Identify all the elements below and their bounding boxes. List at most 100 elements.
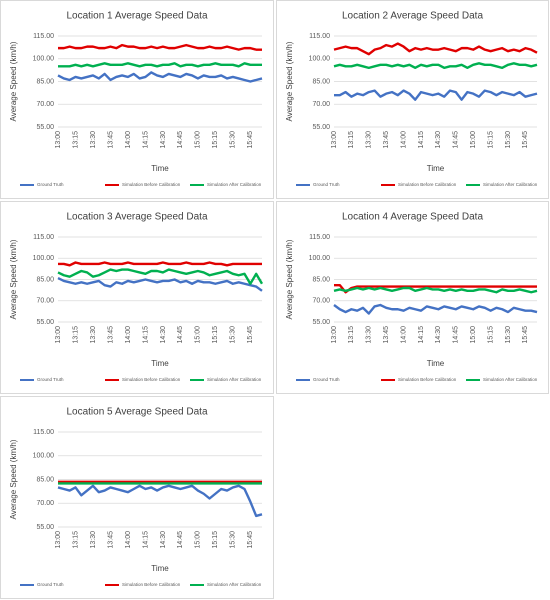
y-tick-label: 115.00: [309, 234, 330, 241]
x-tick-label: 14:45: [453, 326, 460, 344]
y-tick-label: 85.00: [36, 276, 54, 283]
x-axis-title: Time: [151, 359, 169, 368]
x-tick-label: 15:15: [487, 131, 494, 149]
x-tick-label: 14:30: [160, 131, 167, 149]
chart-title: Location 5 Average Speed Data: [66, 407, 207, 418]
x-tick-label: 14:30: [160, 326, 167, 344]
x-axis-title: Time: [151, 564, 169, 573]
x-tick-label: 15:30: [230, 326, 237, 344]
y-tick-label: 55.00: [312, 124, 330, 131]
y-tick-label: 70.00: [36, 298, 54, 305]
y-axis-title: Average Speed (km/h): [9, 239, 18, 319]
series-line: [334, 89, 538, 101]
x-tick-label: 15:45: [247, 326, 254, 344]
x-tick-label: 14:15: [418, 326, 425, 344]
legend-label: Simulation Before Calibration: [122, 182, 181, 187]
x-tick-label: 13:30: [90, 326, 97, 344]
x-tick-label: 13:45: [107, 531, 114, 549]
x-axis-title: Time: [427, 164, 445, 173]
chart-panel: Location 4 Average Speed Data 55.00 70.00 8…: [276, 201, 549, 394]
x-tick-label: 14:15: [142, 131, 149, 149]
panel-border: [0, 396, 274, 599]
x-tick-label: 15:00: [470, 131, 477, 149]
series-line: [333, 42, 538, 56]
series-line: [333, 62, 538, 70]
legend-label: Ground Truth: [313, 377, 340, 382]
series-line: [57, 484, 263, 518]
y-tick-label: 115.00: [33, 33, 54, 40]
x-tick-label: 15:30: [230, 531, 237, 549]
series-line: [334, 283, 537, 294]
x-tick-label: 13:30: [366, 131, 373, 149]
x-axis-title: Time: [427, 359, 445, 368]
x-tick-label: 13:00: [55, 131, 62, 149]
panel-border: [276, 0, 549, 199]
legend-label: Ground Truth: [37, 182, 64, 187]
x-tick-label: 13:15: [72, 131, 79, 149]
x-tick-label: 14:00: [125, 531, 132, 549]
x-tick-label: 13:00: [331, 131, 338, 149]
panel-border: [276, 201, 549, 394]
x-tick-label: 15:00: [195, 326, 202, 344]
series-line: [57, 277, 263, 292]
x-tick-label: 14:00: [125, 131, 132, 149]
y-tick-label: 115.00: [33, 234, 54, 241]
chart-panel: Location 3 Average Speed Data 55.00 70.00 8…: [0, 201, 274, 394]
x-tick-label: 13:15: [348, 131, 355, 149]
legend-label: Simulation After Calibration: [483, 377, 538, 382]
y-tick-label: 100.00: [33, 56, 55, 63]
y-axis-title: Average Speed (km/h): [285, 41, 294, 121]
chart-title: Location 2 Average Speed Data: [342, 11, 483, 22]
y-tick-label: 100.00: [33, 255, 55, 262]
y-tick-label: 55.00: [36, 524, 54, 531]
y-tick-label: 85.00: [312, 78, 330, 85]
x-tick-label: 15:45: [247, 131, 254, 149]
legend-label: Ground Truth: [37, 377, 64, 382]
x-tick-label: 14:30: [435, 131, 442, 149]
legend-label: Simulation After Calibration: [207, 582, 262, 587]
chart-title: Location 3 Average Speed Data: [66, 212, 207, 223]
y-tick-label: 55.00: [36, 124, 54, 131]
x-tick-label: 13:00: [55, 326, 62, 344]
y-tick-label: 70.00: [36, 101, 54, 108]
y-tick-label: 70.00: [312, 101, 330, 108]
x-tick-label: 14:00: [400, 131, 407, 149]
x-tick-label: 15:30: [505, 326, 512, 344]
x-tick-label: 14:00: [400, 326, 407, 344]
x-tick-label: 15:15: [212, 531, 219, 549]
x-tick-label: 15:45: [522, 131, 529, 149]
legend-label: Simulation Before Calibration: [398, 377, 457, 382]
x-tick-label: 13:45: [107, 326, 114, 344]
chart-title: Location 4 Average Speed Data: [342, 212, 483, 223]
series-line: [58, 43, 262, 51]
x-tick-label: 15:00: [470, 326, 477, 344]
x-tick-label: 15:00: [195, 131, 202, 149]
series-line: [333, 286, 538, 294]
x-tick-label: 14:15: [142, 326, 149, 344]
x-tick-label: 14:00: [125, 326, 132, 344]
x-tick-label: 13:30: [90, 131, 97, 149]
x-tick-label: 13:45: [383, 131, 390, 149]
x-tick-label: 13:45: [383, 326, 390, 344]
legend-label: Simulation After Calibration: [207, 182, 262, 187]
x-tick-label: 13:00: [331, 326, 338, 344]
x-tick-label: 13:45: [107, 131, 114, 149]
legend-label: Simulation After Calibration: [483, 182, 538, 187]
x-tick-label: 14:45: [177, 326, 184, 344]
y-axis-title: Average Speed (km/h): [285, 239, 294, 319]
x-axis-title: Time: [151, 164, 169, 173]
x-tick-label: 15:15: [212, 131, 219, 149]
x-tick-label: 15:15: [212, 326, 219, 344]
x-tick-label: 13:00: [55, 531, 62, 549]
y-tick-label: 55.00: [312, 319, 330, 326]
y-tick-label: 100.00: [309, 56, 331, 63]
legend-label: Simulation Before Calibration: [398, 182, 457, 187]
x-tick-label: 14:45: [177, 131, 184, 149]
y-tick-label: 85.00: [312, 276, 330, 283]
x-tick-label: 15:30: [505, 131, 512, 149]
x-tick-label: 14:45: [453, 131, 460, 149]
y-axis-title: Average Speed (km/h): [9, 41, 18, 121]
x-tick-label: 15:45: [247, 531, 254, 549]
x-tick-label: 13:15: [72, 326, 79, 344]
